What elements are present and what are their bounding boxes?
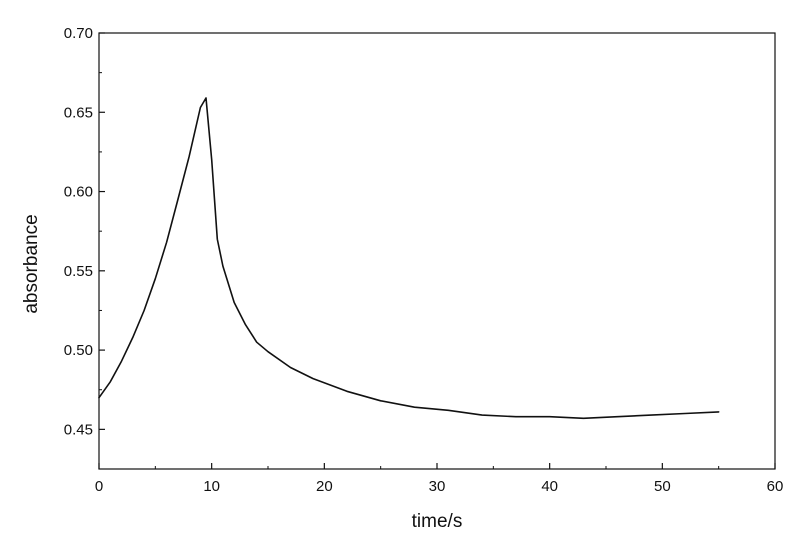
plot-frame xyxy=(98,32,776,470)
y-tick-label: 0.60 xyxy=(64,184,93,201)
x-tick-label: 40 xyxy=(541,478,558,495)
y-tick-label: 0.70 xyxy=(64,25,93,42)
y-tick-label: 0.55 xyxy=(64,263,93,280)
y-axis-ticks xyxy=(99,32,105,430)
series-layer xyxy=(98,97,720,420)
y-tick-label: 0.65 xyxy=(64,104,93,121)
x-tick-label: 0 xyxy=(95,478,103,495)
x-axis-title: time/s xyxy=(412,511,463,532)
x-tick-label: 30 xyxy=(429,478,446,495)
x-tick-label: 20 xyxy=(316,478,333,495)
x-tick-label: 50 xyxy=(654,478,671,495)
y-axis-title: absorbance xyxy=(21,214,42,313)
y-axis-tick-labels: 0.45 0.50 0.55 0.60 0.65 0.70 xyxy=(64,25,93,438)
y-tick-label: 0.45 xyxy=(64,421,93,438)
x-axis-ticks xyxy=(98,463,776,469)
x-tick-label: 10 xyxy=(203,478,220,495)
y-tick-label: 0.50 xyxy=(64,342,93,359)
series-line xyxy=(98,97,720,420)
x-tick-label: 60 xyxy=(767,478,784,495)
x-axis-tick-labels: 0 10 20 30 40 50 60 xyxy=(95,478,784,495)
